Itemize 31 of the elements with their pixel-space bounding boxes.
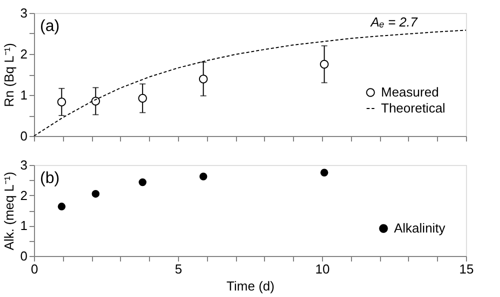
- y-tick-label: 2: [20, 188, 28, 203]
- y-tick-label: 1: [20, 88, 28, 102]
- x-tick-label: 0: [30, 262, 38, 276]
- point: [320, 60, 329, 69]
- legend-label: Alkalinity: [394, 220, 446, 236]
- point: [198, 74, 208, 84]
- y-tick-label: 1: [20, 218, 28, 234]
- point: [57, 98, 66, 106]
- point: [58, 202, 66, 210]
- x-tick-label: 10: [315, 262, 330, 276]
- y-tick-label: 0: [20, 248, 28, 264]
- y-tick-label: 3: [20, 158, 28, 172]
- x-tick-label: 15: [459, 262, 474, 276]
- y-tick-label: 3: [20, 6, 28, 20]
- annotation: (b): [40, 170, 60, 187]
- y-tick-label: 0: [20, 128, 28, 144]
- y-axis-title: Alk. (meq L⁻¹): [1, 172, 16, 250]
- point: [199, 172, 208, 180]
- annotation: Aₑ = 2.7: [370, 14, 418, 30]
- y-tick-label: 2: [20, 46, 28, 62]
- point: [92, 190, 100, 198]
- legend-label: Theoretical: [381, 100, 446, 116]
- x-tick-label: 5: [174, 262, 182, 276]
- point: [138, 94, 147, 103]
- point: [91, 96, 100, 106]
- annotation: (a): [40, 18, 60, 35]
- y-axis-title: Rn (Bq L⁻¹): [1, 43, 16, 107]
- point: [138, 178, 146, 186]
- legend-label: Measured: [381, 84, 439, 100]
- x-axis-title: Time (d): [226, 278, 274, 294]
- point: [320, 168, 328, 176]
